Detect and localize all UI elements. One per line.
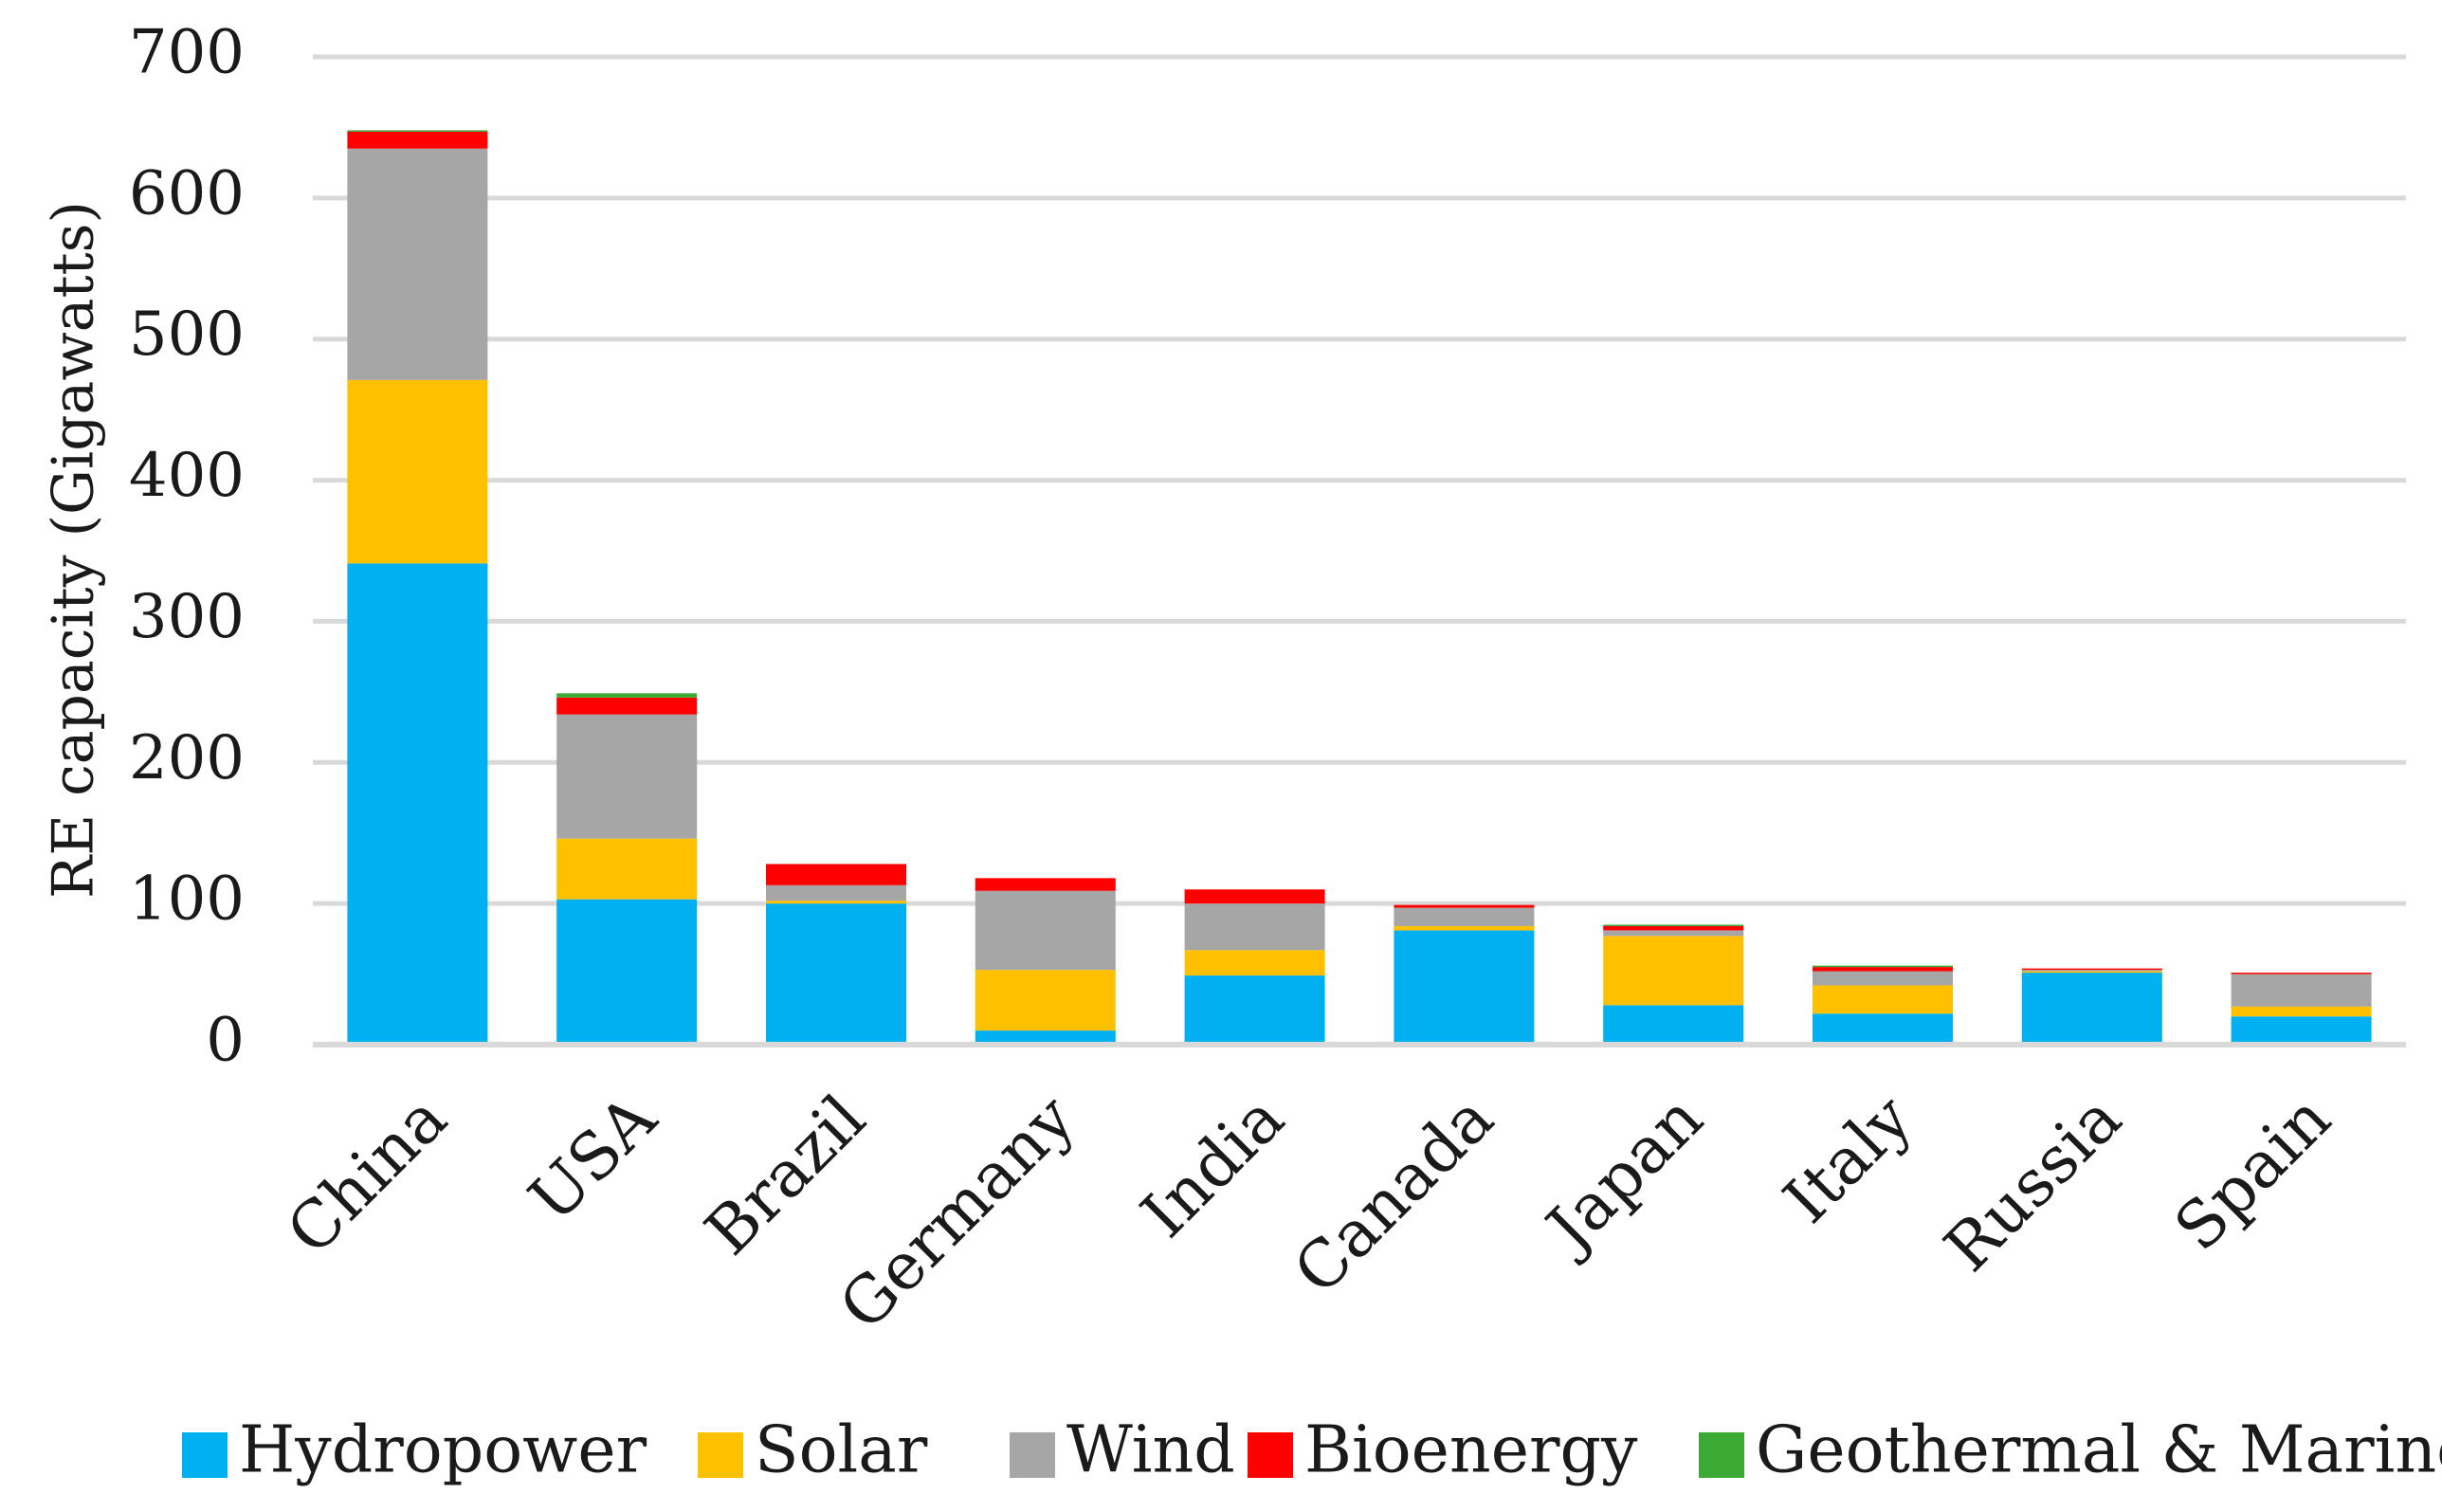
legend-label: Bioenergy [1304, 1413, 1638, 1488]
bar-india-hydropower [1184, 975, 1325, 1045]
legend-swatch [1699, 1432, 1744, 1478]
bar-canada-wind [1394, 907, 1535, 926]
bar-usa-wind [556, 714, 698, 839]
bar-italy-hydropower [1813, 1013, 1953, 1045]
bar-china-solar [347, 379, 488, 564]
bar-italy-wind [1813, 971, 1953, 986]
y-tick-label: 0 [206, 1006, 245, 1076]
y-tick-label: 600 [129, 158, 245, 228]
bar-china-bioenergy [347, 131, 488, 149]
bar-usa-bioenergy [556, 697, 698, 715]
bar-spain-hydropower [2231, 1016, 2372, 1045]
x-tick-label: Canada [1280, 1082, 1507, 1309]
bar-canada-bioenergy [1394, 904, 1535, 908]
x-tick-label: Russia [1931, 1082, 2136, 1286]
x-tick-label: India [1127, 1082, 1299, 1253]
legend-label: Geothermal & Marine [1756, 1413, 2442, 1488]
bar-india-wind [1184, 903, 1325, 951]
y-tick-label: 100 [129, 865, 245, 935]
bar-germany-bioenergy [975, 878, 1116, 891]
bar-brazil-solar [766, 901, 906, 904]
bar-spain-bioenergy [2231, 973, 2372, 975]
bar-china-geothermal-marine [347, 130, 488, 132]
bar-russia-wind [2021, 970, 2162, 972]
bar-china-wind [347, 148, 488, 380]
y-tick-label: 700 [129, 18, 245, 88]
x-tick-label: Spain [2160, 1082, 2345, 1266]
y-tick-label: 500 [129, 300, 245, 370]
y-axis-ticks: 0 100 200 300 400 500 600 700 [129, 18, 245, 1076]
y-axis-label: RE capacity (Gigawatts) [41, 201, 107, 899]
y-tick-label: 200 [129, 723, 245, 793]
bar-india-solar [1184, 950, 1325, 976]
x-tick-label: China [273, 1082, 462, 1270]
y-tick-label: 400 [129, 441, 245, 511]
bar-brazil-wind [766, 884, 906, 902]
bar-germany-solar [975, 970, 1116, 1031]
legend-label: Solar [755, 1413, 928, 1488]
legend-label: Wind [1066, 1413, 1235, 1488]
bar-germany-wind [975, 890, 1116, 971]
bar-italy-bioenergy [1813, 967, 1953, 972]
x-tick-label: USA [516, 1081, 672, 1237]
legend-swatch [1010, 1432, 1055, 1478]
legend-swatch [1248, 1432, 1293, 1478]
bar-canada-hydropower [1394, 930, 1535, 1045]
x-tick-label: Italy [1770, 1081, 1927, 1238]
bar-spain-solar [2231, 1006, 2372, 1017]
bar-russia-bioenergy [2021, 968, 2162, 971]
x-tick-label: Japan [1529, 1082, 1717, 1269]
bar-usa-geothermal-marine [556, 693, 698, 698]
bar-russia-hydropower [2021, 973, 2162, 1045]
bar-japan-solar [1603, 936, 1744, 1006]
bar-canada-solar [1394, 925, 1535, 931]
bar-brazil-bioenergy [766, 864, 906, 885]
legend-swatch [698, 1432, 743, 1478]
y-tick-label: 300 [129, 582, 245, 652]
bar-italy-geothermal-marine [1813, 965, 1953, 968]
bars [347, 130, 2372, 1045]
x-tick-label: Brazil [691, 1082, 880, 1270]
bar-italy-solar [1813, 985, 1953, 1014]
legend-label: Hydropower [239, 1413, 647, 1488]
bar-japan-geothermal-marine [1603, 924, 1744, 926]
bar-japan-wind [1603, 930, 1744, 937]
bar-brazil-hydropower [766, 903, 906, 1045]
bar-india-bioenergy [1184, 889, 1325, 904]
bar-germany-hydropower [975, 1030, 1116, 1045]
legend: Hydropower Solar Wind Bioenergy Geothermal &… [182, 1413, 2442, 1488]
bar-japan-hydropower [1603, 1005, 1744, 1045]
bar-usa-hydropower [556, 899, 698, 1045]
bar-japan-bioenergy [1603, 925, 1744, 931]
bar-russia-solar [2021, 971, 2162, 974]
bar-spain-wind [2231, 974, 2372, 1007]
bar-china-hydropower [347, 563, 488, 1045]
legend-swatch [182, 1432, 228, 1478]
bar-usa-solar [556, 838, 698, 900]
